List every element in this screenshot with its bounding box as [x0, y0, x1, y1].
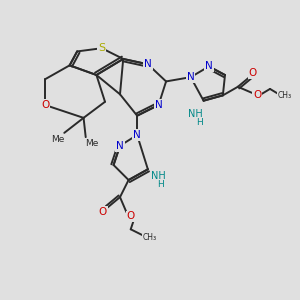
Text: Me: Me	[51, 135, 64, 144]
Text: N: N	[205, 61, 213, 71]
Text: H: H	[157, 180, 164, 189]
Text: Me: Me	[85, 139, 99, 148]
Text: CH₃: CH₃	[278, 91, 292, 100]
Text: O: O	[127, 212, 135, 221]
Text: O: O	[253, 90, 261, 100]
Text: O: O	[99, 207, 107, 217]
Text: CH₃: CH₃	[143, 233, 157, 242]
Text: NH: NH	[151, 171, 166, 181]
Text: N: N	[144, 59, 152, 69]
Text: O: O	[41, 100, 49, 110]
Text: N: N	[187, 72, 195, 82]
Text: H: H	[196, 118, 203, 127]
Text: O: O	[249, 68, 257, 78]
Text: N: N	[116, 141, 124, 151]
Text: S: S	[98, 43, 105, 53]
Text: N: N	[155, 100, 162, 110]
Text: NH: NH	[188, 109, 202, 118]
Text: N: N	[133, 130, 141, 140]
